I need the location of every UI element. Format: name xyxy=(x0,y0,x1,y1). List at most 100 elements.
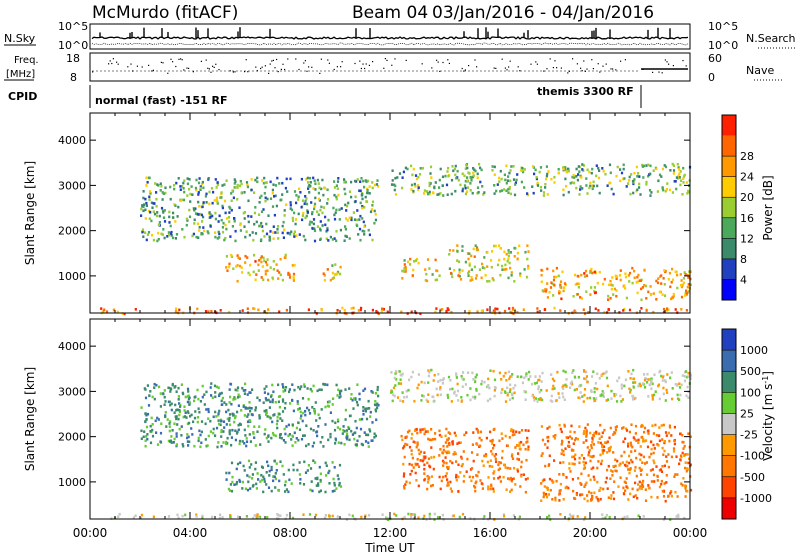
echo-cell xyxy=(278,182,281,185)
echo-cell xyxy=(229,207,232,210)
echo-cell xyxy=(153,386,156,389)
echo-cell xyxy=(272,390,275,394)
echo-cell xyxy=(581,187,584,190)
echo-cell xyxy=(415,427,418,431)
echo-cell xyxy=(487,485,490,488)
echo-cell xyxy=(555,399,558,402)
echo-cell xyxy=(597,499,600,503)
echo-cell xyxy=(179,188,182,191)
echo-cell xyxy=(174,204,177,207)
echo-cell xyxy=(687,461,690,465)
echo-cell xyxy=(282,473,285,476)
echo-cell xyxy=(336,270,340,274)
echo-cell xyxy=(627,442,630,446)
echo-cell xyxy=(476,443,479,446)
echo-cell xyxy=(240,182,243,186)
echo-cell xyxy=(230,253,233,257)
echo-cell xyxy=(217,419,220,422)
echo-cell xyxy=(484,274,487,277)
echo-cell xyxy=(633,269,636,273)
echo-cell xyxy=(362,179,365,183)
echo-cell xyxy=(179,185,182,188)
echo-cell xyxy=(589,181,592,185)
echo-cell xyxy=(470,254,473,258)
echo-cell xyxy=(334,211,337,214)
freq-point xyxy=(160,61,162,63)
echo-cell xyxy=(553,437,556,440)
echo-cell xyxy=(591,167,594,171)
echo-cell xyxy=(292,272,296,276)
freq-point xyxy=(461,67,463,70)
echo-cell xyxy=(186,387,190,391)
echo-cell xyxy=(450,490,453,493)
echo-cell xyxy=(603,277,606,281)
echo-cell xyxy=(350,180,353,184)
echo-cell xyxy=(485,454,488,458)
echo-cell xyxy=(445,183,449,187)
echo-cell xyxy=(264,199,267,203)
echo-cell xyxy=(661,446,664,450)
echo-cell xyxy=(232,196,235,200)
echo-cell xyxy=(184,395,187,399)
echo-cell xyxy=(557,274,560,278)
echo-cell xyxy=(582,164,586,167)
echo-cell xyxy=(280,436,283,440)
echo-cell xyxy=(279,257,282,261)
echo-cell xyxy=(298,461,301,464)
echo-cell xyxy=(527,264,530,268)
echo-cell xyxy=(240,191,243,195)
echo-cell xyxy=(455,478,458,482)
colorbar-swatch xyxy=(722,258,736,280)
echo-cell xyxy=(556,370,559,374)
echo-cell xyxy=(154,182,157,185)
echo-cell xyxy=(501,268,504,271)
echo-cell xyxy=(160,206,164,210)
echo-cell xyxy=(412,268,415,272)
freq-point xyxy=(152,69,154,71)
echo-cell xyxy=(142,435,145,439)
echo-cell xyxy=(324,514,327,517)
echo-cell xyxy=(624,481,627,485)
echo-cell xyxy=(546,439,550,443)
echo-cell xyxy=(414,259,418,262)
echo-cell xyxy=(218,393,221,397)
echo-cell xyxy=(171,429,174,432)
echo-cell xyxy=(639,485,642,488)
echo-cell xyxy=(647,378,650,381)
echo-cell xyxy=(144,420,147,423)
freq-point xyxy=(464,69,466,71)
echo-cell xyxy=(602,169,605,173)
echo-cell xyxy=(164,400,167,403)
echo-cell xyxy=(324,490,327,494)
echo-cell xyxy=(261,179,264,182)
echo-cell xyxy=(526,440,529,443)
echo-cell xyxy=(553,387,556,390)
echo-cell xyxy=(228,310,231,314)
echo-cell xyxy=(350,307,353,310)
echo-cell xyxy=(613,480,616,483)
echo-cell xyxy=(531,185,534,188)
echo-cell xyxy=(431,395,434,398)
echo-cell xyxy=(171,382,174,386)
echo-cell xyxy=(338,218,341,221)
echo-cell xyxy=(567,440,570,444)
echo-cell xyxy=(431,273,434,276)
echo-cell xyxy=(430,484,433,488)
echo-cell xyxy=(158,221,161,224)
echo-cell xyxy=(395,378,398,381)
echo-cell xyxy=(140,207,143,211)
echo-cell xyxy=(261,229,264,233)
freq-point xyxy=(172,61,174,63)
echo-cell xyxy=(448,443,451,447)
echo-cell xyxy=(593,270,596,274)
echo-cell xyxy=(188,178,191,181)
echo-cell xyxy=(177,205,180,209)
echo-cell xyxy=(584,312,587,315)
velocity-plot-area xyxy=(90,319,690,519)
echo-cell xyxy=(471,467,474,470)
echo-cell xyxy=(618,376,621,380)
echo-cell xyxy=(188,208,191,212)
echo-cell xyxy=(148,217,151,220)
echo-cell xyxy=(468,270,471,273)
echo-cell xyxy=(411,274,414,277)
